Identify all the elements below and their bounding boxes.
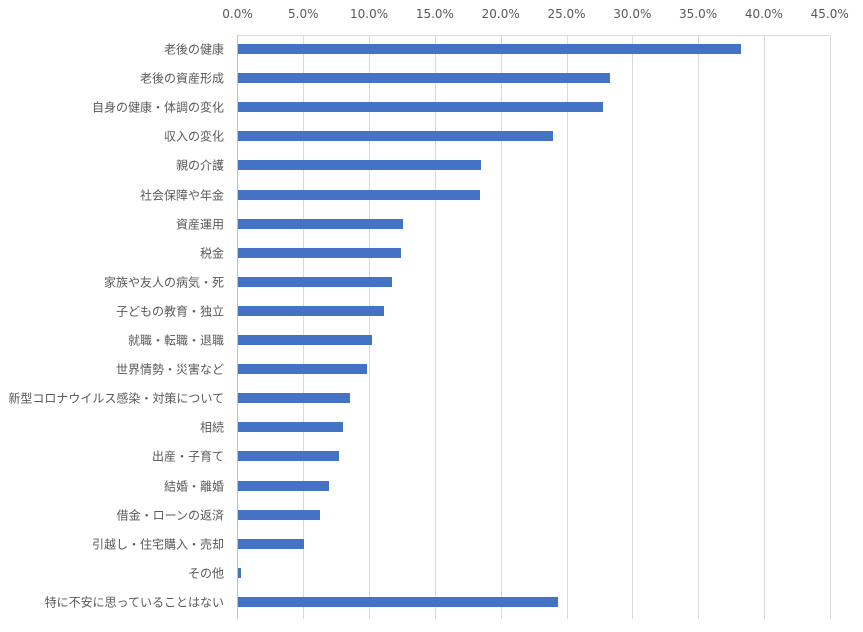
x-tick-label: 15.0% (415, 7, 454, 21)
category-label: 借金・ローンの返済 (116, 508, 224, 523)
bar (238, 451, 340, 462)
gridline (764, 35, 765, 619)
x-tick-label: 30.0% (613, 7, 652, 21)
bar (238, 160, 482, 171)
category-label: 新型コロナウイルス感染・対策について (8, 391, 224, 406)
category-label: 資産運用 (175, 217, 224, 232)
category-label: 特に不安に思っていることはない (44, 595, 224, 610)
gridline (830, 35, 831, 619)
y-axis-line (237, 35, 238, 619)
bar (238, 305, 385, 316)
gridline (303, 35, 304, 619)
bar (238, 131, 553, 142)
category-label: 自身の健康・体調の変化 (91, 100, 224, 115)
bar (238, 538, 304, 549)
category-label: 就職・転職・退職 (127, 333, 224, 348)
x-tick-label: 0.0% (222, 7, 253, 21)
x-tick-label: 10.0% (350, 7, 389, 21)
bar (238, 218, 403, 229)
bar (238, 189, 481, 200)
gridline (435, 35, 436, 619)
bar (238, 509, 320, 520)
category-label: 出産・子育て (151, 449, 224, 464)
x-tick-label: 40.0% (744, 7, 783, 21)
category-label: 収入の変化 (163, 129, 224, 144)
gridline (369, 35, 370, 619)
bar (238, 335, 373, 345)
category-label: 社会保障や年金 (139, 188, 224, 202)
category-label: 老後の健康 (163, 42, 224, 57)
bar (238, 567, 241, 578)
gridline (501, 35, 502, 619)
x-tick-label: 5.0% (288, 7, 319, 21)
category-label: 家族や友人の病気・死 (103, 275, 224, 290)
category-label: 世界情勢・災害など (115, 362, 224, 377)
bar (238, 393, 350, 404)
gridline (632, 35, 633, 619)
category-label: 相続 (199, 420, 224, 435)
gridline (567, 35, 568, 619)
bar (238, 596, 558, 607)
category-label: その他 (187, 566, 224, 581)
bar (238, 44, 741, 54)
x-tick-label: 25.0% (547, 7, 586, 21)
bar (238, 73, 611, 84)
plot-top-border (237, 35, 829, 36)
bar (238, 247, 402, 258)
gridline (698, 35, 699, 619)
bar (238, 276, 392, 287)
x-tick-label: 20.0% (481, 7, 520, 21)
category-label: 子どもの教育・独立 (115, 304, 224, 319)
x-tick-label: 45.0% (810, 7, 849, 21)
category-label: 親の介護 (175, 158, 224, 173)
category-label: 老後の資産形成 (139, 71, 224, 86)
bar (238, 480, 329, 491)
bar (238, 102, 603, 113)
bar (238, 422, 344, 433)
category-label: 結婚・離婚 (163, 479, 224, 493)
category-label: 税金 (199, 246, 224, 261)
category-label: 引越し・住宅購入・売却 (91, 537, 224, 552)
x-tick-label: 35.0% (679, 7, 718, 21)
bar (238, 364, 367, 375)
